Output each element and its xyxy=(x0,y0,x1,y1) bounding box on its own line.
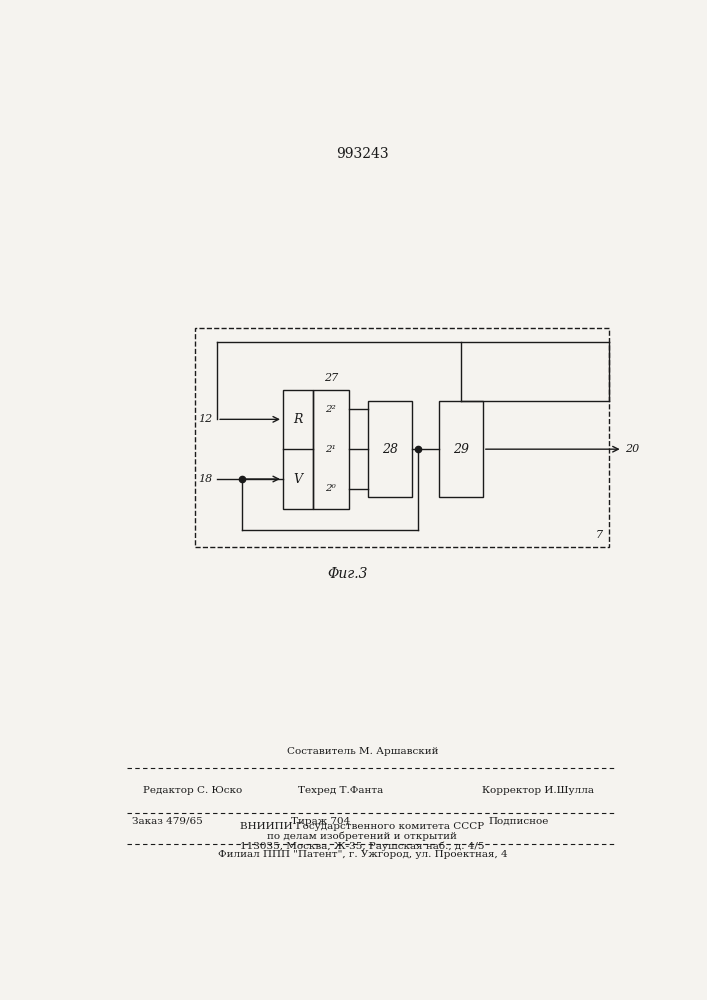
Text: Подписное: Подписное xyxy=(489,817,549,826)
Text: ВНИИПИ Государственного комитета СССР: ВНИИПИ Государственного комитета СССР xyxy=(240,822,484,831)
Text: Редактор С. Юско: Редактор С. Юско xyxy=(144,786,243,795)
Text: 2⁰: 2⁰ xyxy=(325,484,337,493)
Bar xyxy=(195,328,609,547)
Bar xyxy=(368,401,411,497)
Text: 20: 20 xyxy=(626,444,640,454)
Text: Филиал ППП "Патент", г. Ужгород, ул. Проектная, 4: Филиал ППП "Патент", г. Ужгород, ул. Про… xyxy=(218,850,507,859)
Text: 113035, Москва, Ж-35, Раушская наб., д. 4/5: 113035, Москва, Ж-35, Раушская наб., д. … xyxy=(240,842,484,851)
Text: Составитель М. Аршавский: Составитель М. Аршавский xyxy=(286,747,438,756)
Text: Тираж 704: Тираж 704 xyxy=(291,817,351,826)
Text: 27: 27 xyxy=(324,373,338,383)
Text: 12: 12 xyxy=(199,414,213,424)
Text: Корректор И.Шулла: Корректор И.Шулла xyxy=(481,786,594,795)
Text: 28: 28 xyxy=(382,443,398,456)
Text: 2¹: 2¹ xyxy=(325,445,337,454)
Text: R: R xyxy=(293,413,303,426)
Text: 18: 18 xyxy=(199,474,213,484)
Bar xyxy=(439,401,483,497)
Text: V: V xyxy=(293,473,303,486)
Bar xyxy=(313,389,349,509)
Text: 7: 7 xyxy=(595,530,602,540)
Text: 29: 29 xyxy=(453,443,469,456)
Text: Техред Т.Фанта: Техред Т.Фанта xyxy=(298,786,383,795)
Bar xyxy=(283,389,313,509)
Text: по делам изобретений и открытий: по делам изобретений и открытий xyxy=(267,832,457,841)
Text: Заказ 479/65: Заказ 479/65 xyxy=(132,817,203,826)
Text: 2²: 2² xyxy=(325,405,337,414)
Text: Φиг.3: Φиг.3 xyxy=(327,567,368,581)
Text: 993243: 993243 xyxy=(336,147,389,161)
